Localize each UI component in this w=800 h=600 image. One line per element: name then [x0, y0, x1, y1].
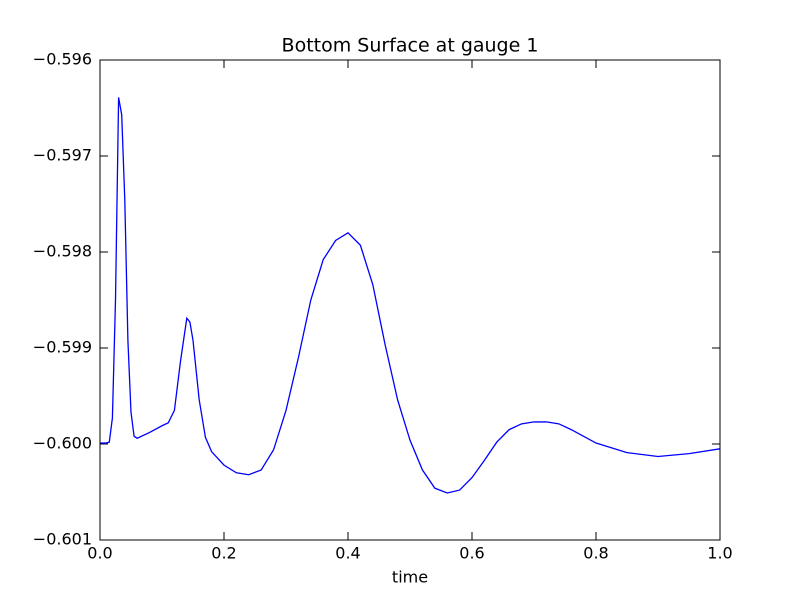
x-axis-label: time: [392, 568, 428, 587]
x-tick-label: 0.4: [335, 544, 360, 563]
x-tick-label: 0.8: [583, 544, 608, 563]
line-series: [100, 97, 721, 494]
y-tick-label: −0.597: [33, 146, 92, 165]
chart-title: Bottom Surface at gauge 1: [282, 35, 539, 57]
y-tick-label: −0.601: [33, 530, 92, 549]
y-tick-label: −0.598: [33, 242, 92, 261]
x-tick-label: 0.2: [211, 544, 236, 563]
y-tick-label: −0.600: [33, 434, 92, 453]
x-tick-label: 0.6: [459, 544, 484, 563]
x-tick-label: 0.0: [87, 544, 112, 563]
x-tick-label: 1.0: [707, 544, 732, 563]
y-tick-label: −0.596: [33, 50, 92, 69]
y-tick-label: −0.599: [33, 338, 92, 357]
axes-frame: [99, 59, 721, 541]
